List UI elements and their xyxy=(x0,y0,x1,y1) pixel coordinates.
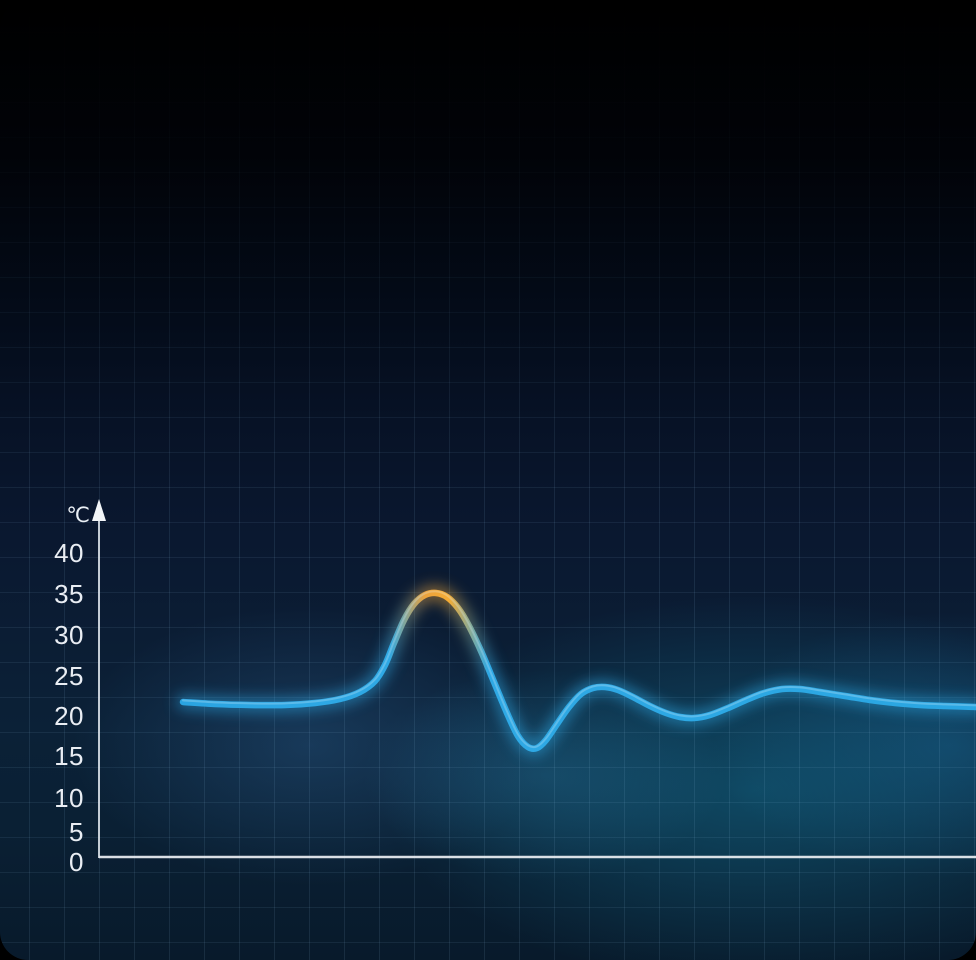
y-tick-label: 25 xyxy=(54,661,84,691)
y-tick-label: 40 xyxy=(54,538,84,568)
temperature-line-top-highlight xyxy=(182,590,976,749)
y-tick-label: 10 xyxy=(54,783,84,813)
y-tick-label: 0 xyxy=(69,847,84,877)
y-tick-label: 5 xyxy=(69,817,84,847)
y-tick-label: 35 xyxy=(54,579,84,609)
y-axis-arrow-up-icon xyxy=(92,499,106,521)
y-tick-label: 20 xyxy=(54,701,84,731)
temperature-line-glow xyxy=(176,585,976,756)
y-tick-label: 30 xyxy=(54,620,84,650)
y-tick-label: 15 xyxy=(54,741,84,771)
y-axis-tick-labels: 40 35 30 25 20 15 10 5 0 xyxy=(0,0,84,960)
temperature-line xyxy=(179,589,976,752)
y-axis-unit-label: ℃ xyxy=(66,504,90,527)
